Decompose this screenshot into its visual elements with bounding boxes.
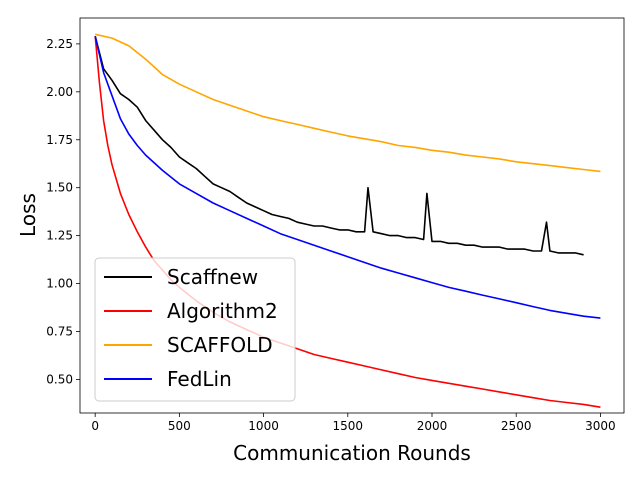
series-layer xyxy=(94,33,601,408)
x-axis-label: Communication Rounds xyxy=(233,441,471,465)
legend-box xyxy=(94,257,296,402)
series-line-fedlin xyxy=(94,36,601,319)
series-line-scaffnew xyxy=(94,36,584,256)
y-tick-label: 0.50 xyxy=(46,372,73,386)
legend-label-algorithm2: Algorithm2 xyxy=(167,299,278,323)
plot-frame xyxy=(79,17,625,414)
y-tick-label: 0.75 xyxy=(46,325,73,339)
y-tick-label: 1.00 xyxy=(46,277,73,291)
x-axis: 0 500 1000 1500 2000 2500 3000 xyxy=(91,413,616,433)
x-tick-label: 2000 xyxy=(417,419,448,433)
y-tick-label: 2.00 xyxy=(46,85,73,99)
x-tick-label: 3000 xyxy=(585,419,616,433)
x-tick-label: 2500 xyxy=(501,419,532,433)
y-tick-label: 1.25 xyxy=(46,229,73,243)
legend-label-scaffnew: Scaffnew xyxy=(167,265,258,289)
x-tick-label: 0 xyxy=(91,419,99,433)
y-axis-label: Loss xyxy=(16,193,40,237)
series-line-scaffold xyxy=(95,33,601,173)
y-tick-label: 2.25 xyxy=(46,37,73,51)
y-tick-label: 1.50 xyxy=(46,181,73,195)
y-axis: 0.50 0.75 1.00 1.25 1.50 1.75 2.00 2.25 xyxy=(46,37,80,386)
x-tick-label: 1000 xyxy=(248,419,279,433)
legend: Scaffnew Algorithm2 SCAFFOLD FedLin xyxy=(94,257,296,402)
x-tick-label: 500 xyxy=(168,419,191,433)
y-tick-label: 1.75 xyxy=(46,133,73,147)
x-tick-label: 1500 xyxy=(333,419,364,433)
legend-label-fedlin: FedLin xyxy=(167,367,232,391)
legend-label-scaffold: SCAFFOLD xyxy=(167,333,273,357)
